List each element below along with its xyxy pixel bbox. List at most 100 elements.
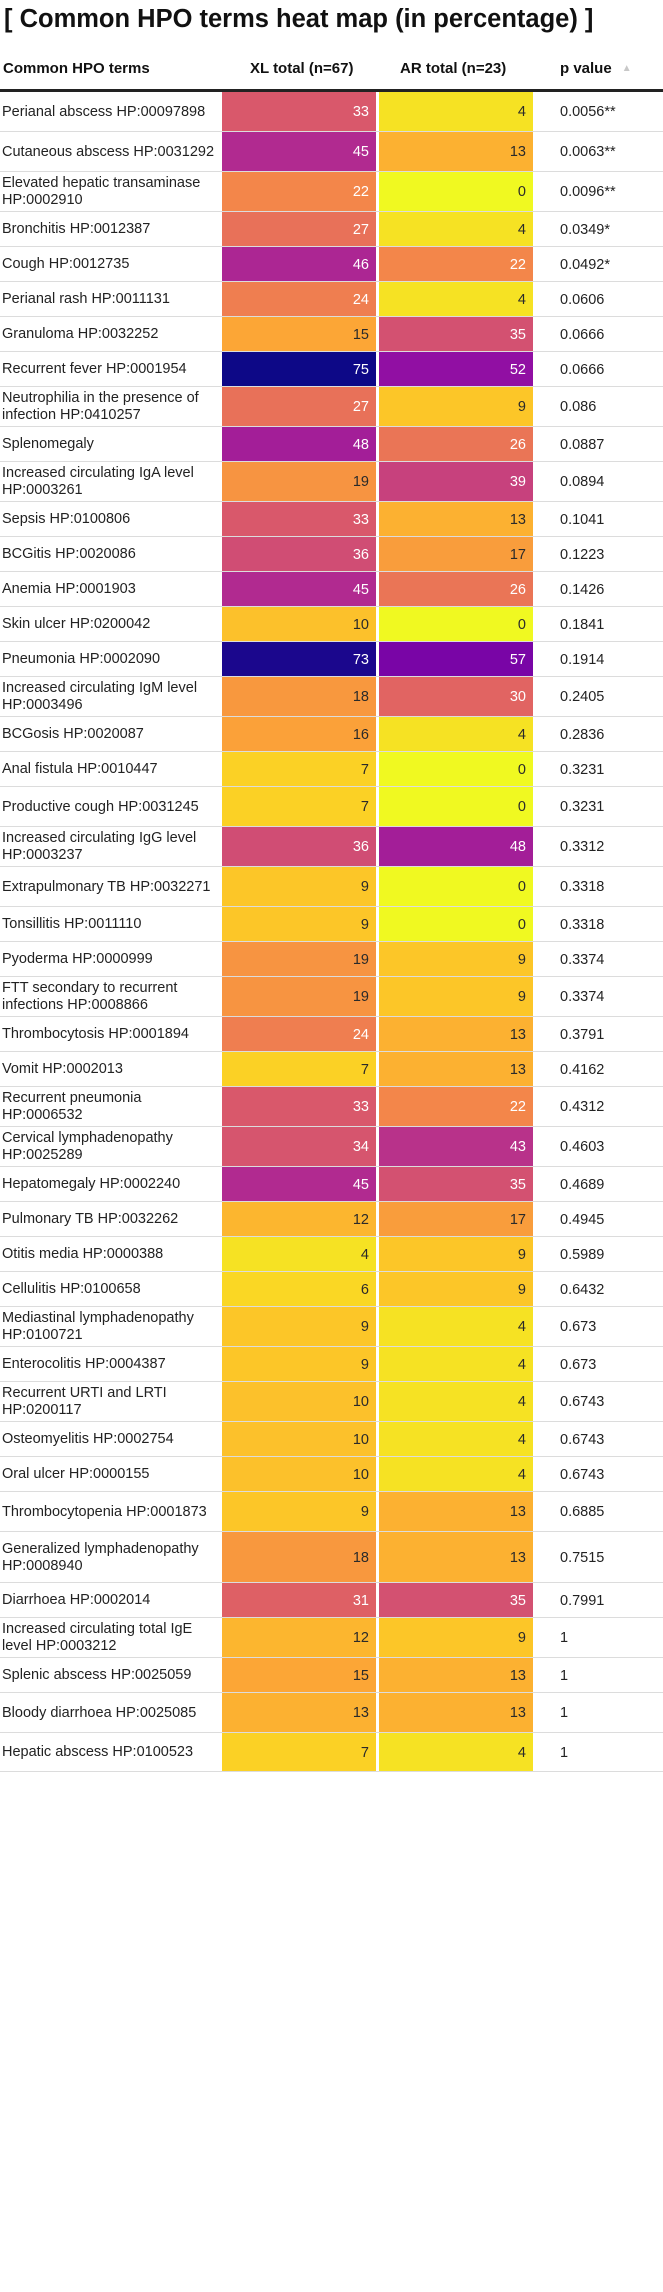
table-header: Common HPO terms XL total (n=67) AR tota… xyxy=(0,50,663,92)
xl-cell: 6 xyxy=(222,1272,376,1307)
row-divider xyxy=(0,1306,663,1307)
p-value: 0.3374 xyxy=(560,989,605,1005)
xl-cell: 31 xyxy=(222,1583,376,1618)
row-divider xyxy=(0,866,663,867)
term-label: Neutrophilia in the presence of infectio… xyxy=(2,390,199,423)
xl-cell: 19 xyxy=(222,942,376,977)
p-value: 0.1914 xyxy=(560,651,605,668)
table-row: Sepsis HP:0100806 33 13 0.1041 xyxy=(0,502,663,537)
row-divider xyxy=(0,386,663,387)
p-value: 0.7515 xyxy=(560,1549,605,1566)
term-label: Hepatomegaly HP:0002240 xyxy=(2,1176,181,1192)
term-label: Mediastinal lymphadenopathy HP:0100721 xyxy=(2,1310,194,1343)
term-label: Splenic abscess HP:0025059 xyxy=(2,1667,192,1683)
term-label: Cervical lymphadenopathy HP:0025289 xyxy=(2,1130,173,1163)
row-divider xyxy=(0,826,663,827)
term-label: Generalized lymphadenopathy HP:0008940 xyxy=(2,1540,199,1574)
p-value: 0.6743 xyxy=(560,1466,605,1483)
row-divider xyxy=(0,1732,663,1733)
row-divider xyxy=(0,501,663,502)
header-p-value[interactable]: p value ▲ xyxy=(560,50,632,88)
p-value: 0.0666 xyxy=(560,361,605,378)
table-row: BCGosis HP:0020087 16 4 0.2836 xyxy=(0,717,663,752)
term-label: Bronchitis HP:0012387 xyxy=(2,221,151,237)
ar-cell: 0 xyxy=(379,607,533,642)
p-value: 0.7991 xyxy=(560,1592,605,1609)
p-value: 0.1223 xyxy=(560,546,605,563)
ar-cell: 43 xyxy=(379,1127,533,1167)
term-label: Thrombocytosis HP:0001894 xyxy=(2,1026,189,1042)
row-divider xyxy=(0,1051,663,1052)
row-divider xyxy=(0,1086,663,1087)
term-label: BCGosis HP:0020087 xyxy=(2,726,144,742)
table-row: Splenic abscess HP:0025059 15 13 1 xyxy=(0,1658,663,1693)
table-row: Elevated hepatic transaminase HP:0002910… xyxy=(0,172,663,212)
ar-cell: 9 xyxy=(379,942,533,977)
table-row: Cellulitis HP:0100658 6 9 0.6432 xyxy=(0,1272,663,1307)
ar-cell: 4 xyxy=(379,282,533,317)
table-row: Bronchitis HP:0012387 27 4 0.0349* xyxy=(0,212,663,247)
term-label: Anemia HP:0001903 xyxy=(2,581,136,597)
chart-title: [ Common HPO terms heat map (in percenta… xyxy=(4,5,594,33)
p-value: 0.0606 xyxy=(560,291,605,308)
table-row: Recurrent URTI and LRTI HP:0200117 10 4 0.6… xyxy=(0,1382,663,1422)
p-value: 0.3231 xyxy=(560,761,605,778)
p-value: 0.3312 xyxy=(560,839,605,855)
table-row: Oral ulcer HP:0000155 10 4 0.6743 xyxy=(0,1457,663,1492)
table-row: Hepatic abscess HP:0100523 7 4 1 xyxy=(0,1733,663,1772)
xl-cell: 15 xyxy=(222,317,376,352)
ar-cell: 0 xyxy=(379,752,533,787)
p-value: 0.3791 xyxy=(560,1026,605,1043)
xl-cell: 45 xyxy=(222,132,376,172)
ar-cell: 4 xyxy=(379,1382,533,1422)
row-divider xyxy=(0,281,663,282)
xl-cell: 7 xyxy=(222,1733,376,1772)
term-label: Cutaneous abscess HP:0031292 xyxy=(2,143,215,160)
p-value: 0.0887 xyxy=(560,436,605,453)
xl-cell: 19 xyxy=(222,977,376,1017)
row-divider xyxy=(0,716,663,717)
ar-cell: 4 xyxy=(379,1347,533,1382)
xl-cell: 9 xyxy=(222,907,376,942)
term-label: Perianal rash HP:0011131 xyxy=(2,291,170,307)
term-label: Increased circulating total IgE level HP… xyxy=(2,1621,193,1654)
xl-cell: 48 xyxy=(222,427,376,462)
term-label: Anal fistula HP:0010447 xyxy=(2,761,158,777)
term-label: Bloody diarrhoea HP:0025085 xyxy=(2,1704,197,1721)
ar-cell: 4 xyxy=(379,212,533,247)
row-divider xyxy=(0,906,663,907)
row-divider xyxy=(0,1491,663,1492)
table-row: Generalized lymphadenopathy HP:0008940 18… xyxy=(0,1532,663,1583)
p-value: 1 xyxy=(560,1630,569,1646)
p-value: 0.1426 xyxy=(560,581,605,598)
xl-cell: 18 xyxy=(222,677,376,717)
term-label: FTT secondary to recurrent infections HP… xyxy=(2,980,178,1013)
ar-cell: 35 xyxy=(379,1583,533,1618)
term-label: Hepatic abscess HP:0100523 xyxy=(2,1744,194,1760)
table-row: FTT secondary to recurrent infections HP… xyxy=(0,977,663,1017)
p-value: 0.1041 xyxy=(560,511,605,528)
p-value: 0.6885 xyxy=(560,1504,605,1520)
p-value: 0.4162 xyxy=(560,1061,605,1078)
ar-cell: 9 xyxy=(379,977,533,1017)
table-row: Thrombocytopenia HP:0001873 9 13 0.6885 xyxy=(0,1492,663,1532)
xl-cell: 13 xyxy=(222,1693,376,1733)
p-value: 0.0349* xyxy=(560,221,610,238)
xl-cell: 18 xyxy=(222,1532,376,1583)
table-row: Skin ulcer HP:0200042 10 0 0.1841 xyxy=(0,607,663,642)
xl-cell: 7 xyxy=(222,787,376,827)
ar-cell: 35 xyxy=(379,317,533,352)
p-value: 0.6743 xyxy=(560,1394,605,1410)
header-rule xyxy=(0,89,663,92)
sort-ascending-icon[interactable]: ▲ xyxy=(621,63,632,75)
ar-cell: 17 xyxy=(379,537,533,572)
ar-cell: 4 xyxy=(379,717,533,752)
ar-cell: 4 xyxy=(379,1422,533,1457)
p-value: 0.0492* xyxy=(560,256,610,273)
term-label: Productive cough HP:0031245 xyxy=(2,798,199,815)
table-row: Extrapulmonary TB HP:0032271 9 0 0.3318 xyxy=(0,867,663,907)
table-row: Increased circulating total IgE level HP… xyxy=(0,1618,663,1658)
xl-cell: 75 xyxy=(222,352,376,387)
xl-cell: 9 xyxy=(222,867,376,907)
table-row: Osteomyelitis HP:0002754 10 4 0.6743 xyxy=(0,1422,663,1457)
